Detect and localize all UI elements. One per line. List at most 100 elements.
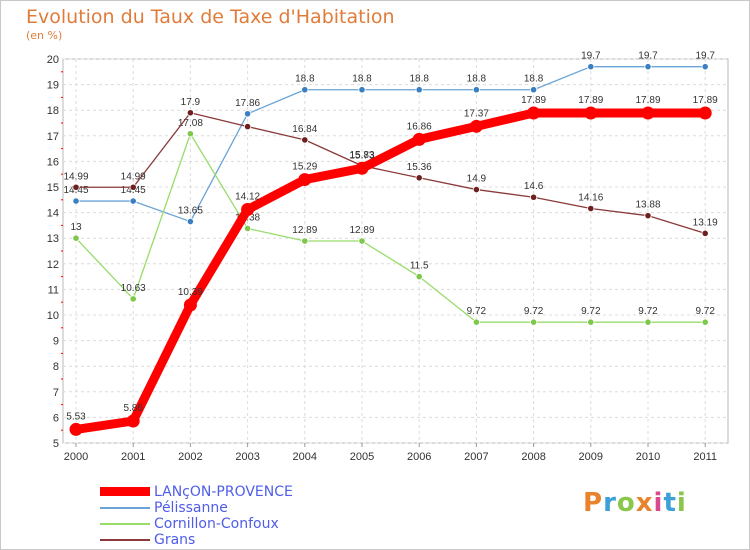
data-point — [644, 212, 652, 220]
data-label: 14.9 — [467, 174, 487, 185]
data-label: 19.7 — [638, 51, 658, 62]
y-tick-label: 6 — [53, 412, 59, 424]
data-label: 17.89 — [693, 95, 718, 106]
data-point — [529, 86, 538, 94]
data-point — [527, 106, 541, 120]
data-label: 17.89 — [578, 95, 603, 106]
x-tick-label: 2002 — [178, 451, 202, 463]
x-tick-label: 2009 — [579, 451, 603, 463]
data-label: 5.86 — [123, 403, 143, 414]
legend-swatch-lancon — [100, 487, 150, 496]
data-point — [641, 106, 655, 120]
data-point — [72, 234, 80, 242]
data-point — [244, 122, 252, 131]
legend-swatch-cornillon — [100, 523, 150, 525]
data-point — [129, 295, 137, 303]
data-point — [355, 161, 369, 175]
series-lan-on-provence: 5.53 5.86 10.39 14.12 15.29 15.73 16.86 17.37 17… — [66, 95, 718, 436]
y-tick-label: 15 — [47, 182, 59, 194]
y-tick-label: 8 — [53, 361, 59, 373]
data-point — [587, 204, 595, 213]
series-line — [75, 66, 706, 223]
data-label: 17.37 — [464, 108, 489, 119]
series-p-lissanne: 14.4514.4513.6517.8618.818.818.818.818.8… — [63, 51, 715, 226]
x-tick-label: 2004 — [293, 451, 317, 463]
data-label: 14.99 — [121, 171, 146, 182]
data-label: 14.99 — [63, 171, 88, 182]
data-point — [72, 183, 80, 191]
y-tick-label: 13 — [47, 233, 59, 245]
data-label: 15.36 — [407, 162, 432, 173]
data-label: 14.12 — [235, 192, 260, 203]
y-tick-label: 11 — [48, 284, 59, 296]
data-point — [244, 110, 252, 118]
data-point — [298, 173, 312, 187]
data-label: 9.72 — [581, 306, 601, 317]
data-point — [358, 237, 366, 245]
data-label: 12.89 — [349, 225, 374, 236]
data-point — [701, 318, 709, 326]
x-tick-label: 2007 — [464, 451, 488, 463]
data-point — [129, 197, 137, 205]
data-label: 9.72 — [467, 306, 487, 317]
data-label: 19.7 — [581, 51, 601, 62]
data-point — [358, 86, 366, 94]
data-label: 14.6 — [524, 181, 544, 192]
data-point — [415, 86, 423, 94]
y-tick-label: 16 — [47, 156, 59, 168]
data-point — [301, 136, 309, 144]
data-label: 18.8 — [409, 74, 429, 85]
data-label: 17.89 — [521, 95, 546, 106]
y-tick-label: 19 — [47, 80, 59, 92]
data-label: 18.8 — [295, 74, 315, 85]
chart-subtitle: (en %) — [26, 29, 63, 42]
y-tick-label: 18 — [47, 105, 59, 117]
data-point — [69, 422, 83, 436]
data-point — [644, 318, 652, 326]
data-point — [529, 193, 538, 201]
data-label: 9.72 — [638, 306, 658, 317]
series-line — [75, 133, 706, 323]
data-point — [244, 224, 252, 233]
data-label: 19.7 — [695, 51, 715, 62]
data-label: 18.8 — [467, 74, 487, 85]
y-tick-label: 14 — [47, 208, 59, 220]
data-label: 17.86 — [235, 98, 260, 109]
data-point — [587, 318, 595, 326]
data-point — [644, 63, 652, 71]
data-point — [701, 229, 709, 237]
data-label: 13.65 — [178, 206, 203, 217]
y-tick-label: 7 — [53, 387, 59, 399]
series-grans: 14.99 14.99 17.9 16.84 15.83 15.36 14.9 14.6 14.… — [63, 97, 718, 237]
series-cornillon-confoux: 13 10.63 17.08 13.38 12.89 12.89 11.5 9.72 9.72 9… — [70, 118, 715, 326]
data-label: 16.84 — [292, 124, 317, 135]
data-label: 13.38 — [235, 212, 260, 223]
data-point — [529, 318, 538, 326]
data-label: 17.08 — [178, 118, 203, 129]
data-point — [183, 298, 197, 312]
y-tick-label: 12 — [47, 259, 59, 271]
x-tick-label: 2011 — [693, 451, 717, 463]
data-label: 15.73 — [349, 150, 374, 161]
x-tick-label: 2005 — [350, 451, 374, 463]
data-point — [129, 183, 137, 191]
data-label: 13.88 — [635, 200, 660, 211]
legend-swatch-pelissanne — [100, 507, 150, 509]
data-label: 17.9 — [181, 97, 201, 108]
x-tick-label: 2001 — [121, 451, 145, 463]
x-tick-label: 2010 — [636, 451, 660, 463]
data-label: 18.8 — [524, 74, 544, 85]
legend-label-grans: Grans — [154, 532, 196, 548]
data-label: 12.89 — [292, 225, 317, 236]
legend-label-lancon: LANçON-PROVENCE — [154, 484, 293, 500]
data-point — [186, 217, 194, 226]
data-point — [72, 197, 80, 205]
data-point — [412, 132, 426, 146]
data-point — [126, 414, 140, 428]
data-point — [186, 109, 194, 117]
plot-area — [62, 58, 729, 444]
data-point — [472, 318, 480, 326]
data-label: 9.72 — [524, 306, 544, 317]
data-label: 10.63 — [121, 283, 146, 294]
data-label: 15.83 — [349, 150, 374, 161]
